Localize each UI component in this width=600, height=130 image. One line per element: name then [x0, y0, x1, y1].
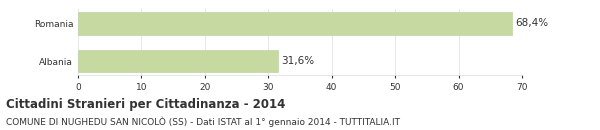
Text: 68,4%: 68,4%	[515, 18, 548, 28]
Bar	[78, 50, 278, 72]
Text: Cittadini Stranieri per Cittadinanza - 2014: Cittadini Stranieri per Cittadinanza - 2…	[6, 98, 286, 111]
Bar	[78, 12, 512, 35]
Text: COMUNE DI NUGHEDU SAN NICOLÒ (SS) - Dati ISTAT al 1° gennaio 2014 - TUTTITALIA.I: COMUNE DI NUGHEDU SAN NICOLÒ (SS) - Dati…	[6, 116, 400, 127]
Text: 31,6%: 31,6%	[281, 56, 315, 66]
